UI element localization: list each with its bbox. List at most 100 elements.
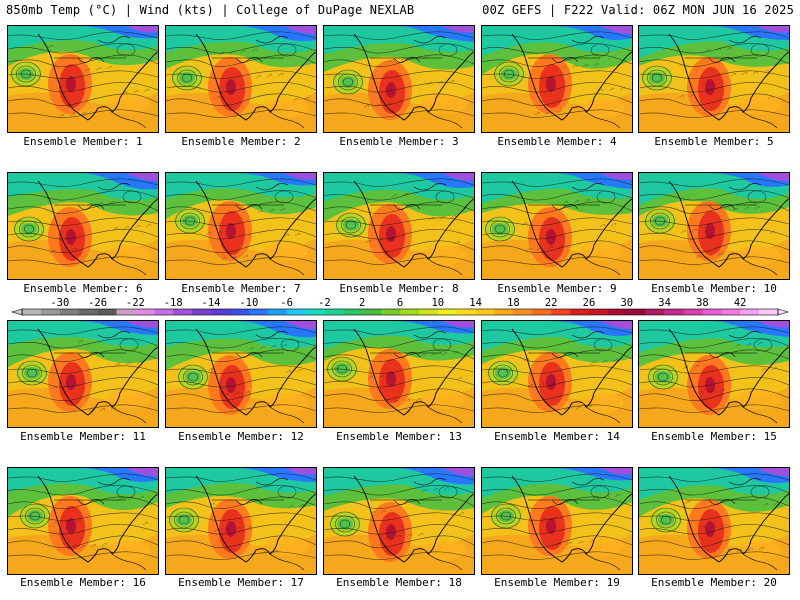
ensemble-map-panel — [165, 172, 317, 280]
colorbar-segment — [456, 309, 476, 315]
colorbar-segment — [116, 309, 136, 315]
colorbar-segment — [475, 309, 495, 315]
colorbar-tick-label: 14 — [469, 297, 482, 309]
ensemble-member-label: Ensemble Member: 8 — [339, 282, 459, 295]
ensemble-member-label: Ensemble Member: 7 — [181, 282, 301, 295]
temperature-wind-map — [8, 173, 158, 279]
temperature-wind-map — [482, 173, 632, 279]
ensemble-member-label: Ensemble Member: 11 — [20, 430, 146, 443]
ensemble-member-label: Ensemble Member: 17 — [178, 576, 304, 589]
colorbar-segment — [362, 309, 382, 315]
ensemble-map-panel — [323, 320, 475, 428]
colorbar-high-arrow — [777, 308, 790, 316]
colorbar-tick-label: 38 — [696, 297, 709, 309]
colorbar-segment — [570, 309, 590, 315]
colorbar-segment — [589, 309, 609, 315]
ensemble-member-label: Ensemble Member: 3 — [339, 135, 459, 148]
colorbar-tick-label: -26 — [88, 297, 107, 309]
colorbar-tick-label: 26 — [583, 297, 596, 309]
ensemble-map-panel — [481, 25, 633, 133]
temperature-wind-map — [639, 468, 789, 574]
temperature-wind-map — [639, 26, 789, 132]
chart-title: 850mb Temp (°C) | Wind (kts) | College o… — [6, 3, 415, 17]
colorbar-tick-label: -10 — [239, 297, 258, 309]
temperature-wind-map — [166, 321, 316, 427]
colorbar-segment — [683, 309, 703, 315]
temperature-wind-map — [482, 321, 632, 427]
ensemble-map-panel — [323, 25, 475, 133]
temperature-wind-map — [8, 468, 158, 574]
ensemble-member-label: Ensemble Member: 1 — [23, 135, 143, 148]
temperature-colorbar: -30 -26 -22 -18 -14 -10 -6 -2 2 6 10 14 18 22 26 30 34 38… — [10, 297, 790, 316]
colorbar-low-arrow — [10, 308, 23, 316]
temperature-wind-map — [166, 26, 316, 132]
colorbar-segment — [513, 309, 533, 315]
ensemble-map-panel — [481, 320, 633, 428]
colorbar-segment — [607, 309, 628, 315]
ensemble-member-label: Ensemble Member: 2 — [181, 135, 301, 148]
ensemble-map-panel — [7, 172, 159, 280]
colorbar-segment — [494, 309, 514, 315]
temperature-wind-map — [324, 26, 474, 132]
ensemble-member-label: Ensemble Member: 12 — [178, 430, 304, 443]
temperature-wind-map — [8, 321, 158, 427]
ensemble-member-label: Ensemble Member: 5 — [654, 135, 774, 148]
colorbar-segment — [418, 309, 439, 315]
temperature-wind-map — [166, 468, 316, 574]
colorbar-tick-label: -6 — [280, 297, 293, 309]
temperature-wind-map — [482, 26, 632, 132]
colorbar-segment — [721, 309, 741, 315]
colorbar-segment — [626, 309, 646, 315]
colorbar-segment — [740, 309, 760, 315]
temperature-wind-map — [482, 468, 632, 574]
ensemble-member-label: Ensemble Member: 13 — [336, 430, 462, 443]
colorbar-segment — [173, 309, 193, 315]
colorbar-segment — [305, 309, 325, 315]
colorbar-tick-label: 22 — [545, 297, 558, 309]
colorbar-segment — [645, 309, 665, 315]
colorbar-segment — [664, 309, 684, 315]
colorbar-segment — [59, 309, 79, 315]
ensemble-map-panel — [481, 467, 633, 575]
colorbar-segment — [78, 309, 98, 315]
ensemble-member-label: Ensemble Member: 19 — [494, 576, 620, 589]
temperature-wind-map — [324, 321, 474, 427]
temperature-wind-map — [639, 321, 789, 427]
ensemble-member-label: Ensemble Member: 9 — [497, 282, 617, 295]
colorbar-segment — [759, 309, 779, 315]
colorbar-segment — [437, 309, 457, 315]
colorbar-segment — [551, 309, 571, 315]
colorbar-tick-label: 6 — [397, 297, 403, 309]
colorbar-tick-label: -18 — [164, 297, 183, 309]
colorbar-segment — [324, 309, 344, 315]
ensemble-member-label: Ensemble Member: 18 — [336, 576, 462, 589]
colorbar-tick-label: 42 — [734, 297, 747, 309]
temperature-wind-map — [639, 173, 789, 279]
ensemble-member-label: Ensemble Member: 16 — [20, 576, 146, 589]
ensemble-map-panel — [165, 25, 317, 133]
ensemble-map-panel — [638, 320, 790, 428]
colorbar-segment — [22, 309, 42, 315]
colorbar-segment — [211, 309, 231, 315]
ensemble-map-panel — [7, 467, 159, 575]
ensemble-member-label: Ensemble Member: 20 — [651, 576, 777, 589]
colorbar-segment — [248, 309, 268, 315]
colorbar-tick-label: -2 — [318, 297, 331, 309]
ensemble-member-label: Ensemble Member: 14 — [494, 430, 620, 443]
colorbar-tick-label: 30 — [620, 297, 633, 309]
colorbar-segment — [702, 309, 722, 315]
ensemble-map-panel — [638, 467, 790, 575]
temperature-wind-map — [8, 26, 158, 132]
ensemble-map-panel — [638, 25, 790, 133]
ensemble-member-label: Ensemble Member: 4 — [497, 135, 617, 148]
colorbar-tick-label: 18 — [507, 297, 520, 309]
colorbar-segment — [40, 309, 61, 315]
colorbar-segment — [286, 309, 306, 315]
colorbar-segment — [97, 309, 117, 315]
colorbar-tick-label: -14 — [202, 297, 221, 309]
colorbar-segment — [154, 309, 174, 315]
ensemble-map-panel — [7, 320, 159, 428]
ensemble-map-panel — [323, 172, 475, 280]
temperature-wind-map — [166, 173, 316, 279]
ensemble-map-panel — [165, 467, 317, 575]
